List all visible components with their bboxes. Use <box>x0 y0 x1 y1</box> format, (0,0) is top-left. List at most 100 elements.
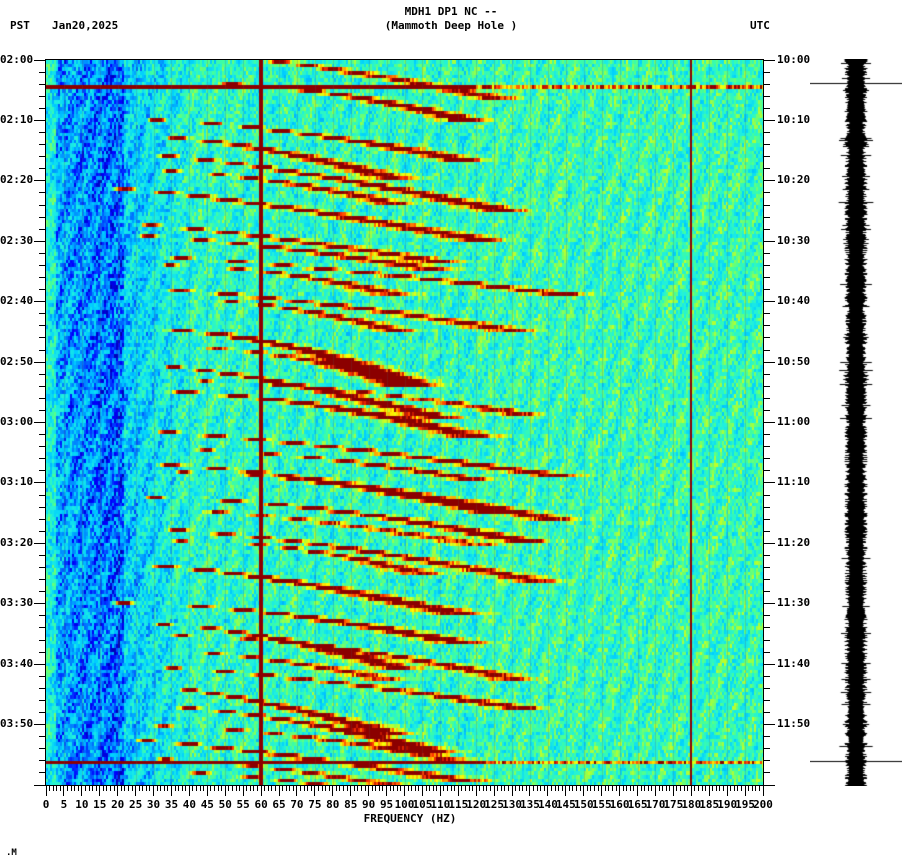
time-tick-minor <box>39 410 45 411</box>
time-tick-minor <box>39 748 45 749</box>
date-label: Jan20,2025 <box>52 19 119 32</box>
freq-tick-label: 190 <box>717 798 738 811</box>
freq-tick-minor <box>608 786 609 791</box>
time-tick-minor <box>764 374 770 375</box>
freq-tick-minor <box>390 786 391 791</box>
freq-tick-label: 100 <box>394 798 415 811</box>
freq-tick-minor <box>78 786 79 791</box>
freq-tick-minor <box>623 786 624 791</box>
freq-tick-minor <box>644 786 645 791</box>
time-tick-minor <box>764 132 770 133</box>
freq-tick-label: 185 <box>699 798 720 811</box>
time-tick-label: 11:40 <box>777 657 811 670</box>
freq-tick-label: 35 <box>164 798 179 811</box>
freq-tick-minor <box>533 786 534 791</box>
freq-tick-label: 165 <box>627 798 648 811</box>
freq-tick-minor <box>49 786 50 791</box>
freq-tick-label: 195 <box>735 798 755 811</box>
freq-tick-label: 30 <box>146 798 161 811</box>
time-tick-minor <box>39 313 45 314</box>
time-tick-minor <box>764 386 770 387</box>
seismogram-trace-canvas <box>810 59 902 786</box>
time-tick-minor <box>764 495 770 496</box>
freq-tick-minor <box>633 786 634 791</box>
time-tick-major <box>764 543 775 544</box>
freq-tick-major <box>583 786 584 796</box>
time-tick-major <box>34 120 45 121</box>
freq-tick-major <box>63 786 64 796</box>
freq-tick-minor <box>67 786 68 791</box>
time-tick-minor <box>39 434 45 435</box>
freq-tick-major <box>261 786 262 796</box>
freq-tick-minor <box>250 786 251 791</box>
time-tick-minor <box>764 446 770 447</box>
freq-tick-minor <box>572 786 573 791</box>
time-tick-minor <box>39 736 45 737</box>
freq-tick-minor <box>200 786 201 791</box>
freq-tick-minor <box>702 786 703 791</box>
timezone-label-right: UTC <box>750 19 770 32</box>
freq-tick-minor <box>347 786 348 791</box>
time-tick-minor <box>39 168 45 169</box>
freq-tick-minor <box>282 786 283 791</box>
freq-tick-minor <box>472 786 473 791</box>
time-tick-label: 11:50 <box>777 717 811 730</box>
freq-tick-label: 50 <box>218 798 232 811</box>
time-tick-minor <box>39 325 45 326</box>
freq-tick-minor <box>400 786 401 791</box>
freq-tick-minor <box>149 786 150 791</box>
freq-tick-major <box>637 786 638 796</box>
freq-tick-minor <box>393 786 394 791</box>
freq-tick-minor <box>408 786 409 791</box>
freq-tick-minor <box>755 786 756 791</box>
time-tick-minor <box>764 265 770 266</box>
freq-tick-minor <box>741 786 742 791</box>
freq-tick-minor <box>142 786 143 791</box>
freq-tick-minor <box>264 786 265 791</box>
freq-tick-minor <box>106 786 107 791</box>
time-tick-minor <box>764 579 770 580</box>
freq-tick-major <box>458 786 459 796</box>
freq-tick-minor <box>239 786 240 791</box>
time-tick-minor <box>39 72 45 73</box>
freq-tick-minor <box>167 786 168 791</box>
freq-tick-minor <box>659 786 660 791</box>
freq-tick-minor <box>318 786 319 791</box>
freq-tick-minor <box>357 786 358 791</box>
freq-tick-label: 60 <box>254 798 268 811</box>
freq-tick-minor <box>114 786 115 791</box>
freq-tick-minor <box>218 786 219 791</box>
time-tick-minor <box>764 567 770 568</box>
time-tick-minor <box>39 337 45 338</box>
freq-tick-major <box>565 786 566 796</box>
freq-tick-minor <box>526 786 527 791</box>
time-tick-label: 10:00 <box>777 53 811 66</box>
time-tick-minor <box>764 84 770 85</box>
time-tick-minor <box>764 410 770 411</box>
time-tick-label: 02:50 <box>0 355 34 368</box>
time-tick-minor <box>764 591 770 592</box>
freq-tick-minor <box>669 786 670 791</box>
time-tick-label: 02:10 <box>0 113 34 126</box>
time-tick-major <box>34 543 45 544</box>
freq-tick-minor <box>146 786 147 791</box>
freq-tick-minor <box>479 786 480 791</box>
axis-right-border <box>763 59 764 786</box>
freq-tick-major <box>691 786 692 796</box>
freq-tick-minor <box>497 786 498 791</box>
freq-tick-major <box>440 786 441 796</box>
freq-tick-minor <box>544 786 545 791</box>
freq-tick-label: 180 <box>681 798 702 811</box>
time-tick-minor <box>39 386 45 387</box>
time-tick-major <box>764 664 775 665</box>
time-tick-minor <box>39 289 45 290</box>
freq-tick-major <box>46 786 47 796</box>
time-tick-minor <box>39 398 45 399</box>
time-tick-minor <box>764 519 770 520</box>
time-tick-minor <box>764 507 770 508</box>
freq-tick-minor <box>576 786 577 791</box>
freq-tick-minor <box>182 786 183 791</box>
freq-tick-minor <box>719 786 720 791</box>
freq-tick-major <box>601 786 602 796</box>
freq-tick-minor <box>418 786 419 791</box>
